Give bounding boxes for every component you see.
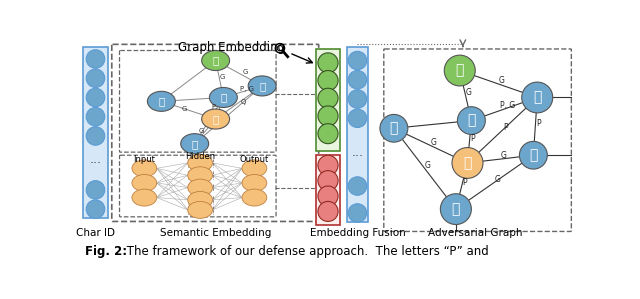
Circle shape [277,45,283,51]
Circle shape [318,202,338,222]
Text: 捭: 捭 [533,91,541,104]
Text: 微: 微 [390,121,398,135]
Ellipse shape [147,91,175,111]
Text: 微: 微 [158,96,164,106]
Circle shape [444,55,476,86]
Text: G: G [499,77,504,86]
Ellipse shape [188,179,212,196]
Text: Char ID: Char ID [76,228,115,238]
Text: G: G [219,74,225,80]
Text: Hidden: Hidden [185,152,215,161]
Circle shape [318,186,338,206]
Bar [347,47,368,222]
Text: ...: ... [90,152,102,166]
Text: Embedding Fusion: Embedding Fusion [310,228,405,238]
Circle shape [520,141,547,169]
Text: P: P [503,123,508,132]
Circle shape [452,147,483,178]
Circle shape [275,44,285,53]
Ellipse shape [188,202,212,218]
Circle shape [318,71,338,91]
Text: P: P [211,104,216,110]
Bar [83,47,108,218]
Bar [316,155,340,225]
Ellipse shape [202,51,230,71]
Circle shape [522,82,553,113]
Circle shape [318,53,338,73]
Circle shape [440,194,472,225]
Text: Semantic Embedding: Semantic Embedding [160,228,271,238]
Text: Q: Q [241,100,246,106]
Text: G: G [500,152,506,161]
Circle shape [318,155,338,175]
Text: P: P [536,119,541,128]
Ellipse shape [242,175,267,191]
Text: 嶁: 嶁 [456,63,464,77]
Text: Fig. 2:: Fig. 2: [84,245,127,258]
Ellipse shape [188,155,212,171]
Circle shape [86,69,105,88]
Circle shape [86,88,105,107]
Circle shape [318,171,338,191]
Text: 微: 微 [212,114,219,124]
Text: Graph Embedding: Graph Embedding [177,41,285,54]
Circle shape [86,127,105,145]
Bar [316,49,340,151]
Text: 鑄: 鑄 [529,148,538,162]
Text: G: G [425,161,431,170]
Circle shape [348,90,367,108]
Ellipse shape [188,167,212,184]
Circle shape [458,107,485,135]
Text: 威: 威 [467,114,476,128]
Text: G: G [243,69,248,75]
Text: G: G [466,88,472,97]
Ellipse shape [242,160,267,177]
Ellipse shape [202,109,230,129]
Circle shape [348,51,367,70]
Circle shape [380,115,408,142]
Text: P, G: P, G [500,101,515,110]
Text: ...: ... [351,147,364,159]
Text: 微: 微 [452,202,460,216]
Text: P: P [463,179,467,187]
Ellipse shape [209,88,237,107]
Circle shape [318,124,338,144]
Ellipse shape [188,191,212,208]
Circle shape [86,200,105,218]
Circle shape [348,71,367,89]
Ellipse shape [180,134,209,154]
Text: P, G: P, G [239,86,253,91]
Text: 微: 微 [463,156,472,170]
Text: G: G [431,138,436,147]
Ellipse shape [242,189,267,206]
Text: G: G [198,128,204,134]
Ellipse shape [132,189,157,206]
Circle shape [318,106,338,126]
Text: 微: 微 [191,139,198,149]
Circle shape [348,109,367,127]
Text: G: G [495,175,500,184]
Circle shape [86,50,105,68]
Text: 威: 威 [220,92,227,103]
Text: 崵: 崵 [259,81,265,91]
Text: Input: Input [133,155,156,164]
Ellipse shape [132,175,157,191]
Text: Output: Output [240,155,269,164]
Ellipse shape [132,160,157,177]
Circle shape [348,204,367,222]
Text: 岁: 岁 [212,56,219,65]
Circle shape [318,88,338,108]
Circle shape [86,107,105,126]
Text: The framework of our defense approach.  The letters “P” and: The framework of our defense approach. T… [124,245,489,258]
Text: P: P [470,134,475,143]
Circle shape [348,177,367,195]
Circle shape [86,181,105,199]
Ellipse shape [248,76,276,96]
Text: G: G [182,106,188,112]
Text: Adversarial Graph: Adversarial Graph [428,228,522,238]
